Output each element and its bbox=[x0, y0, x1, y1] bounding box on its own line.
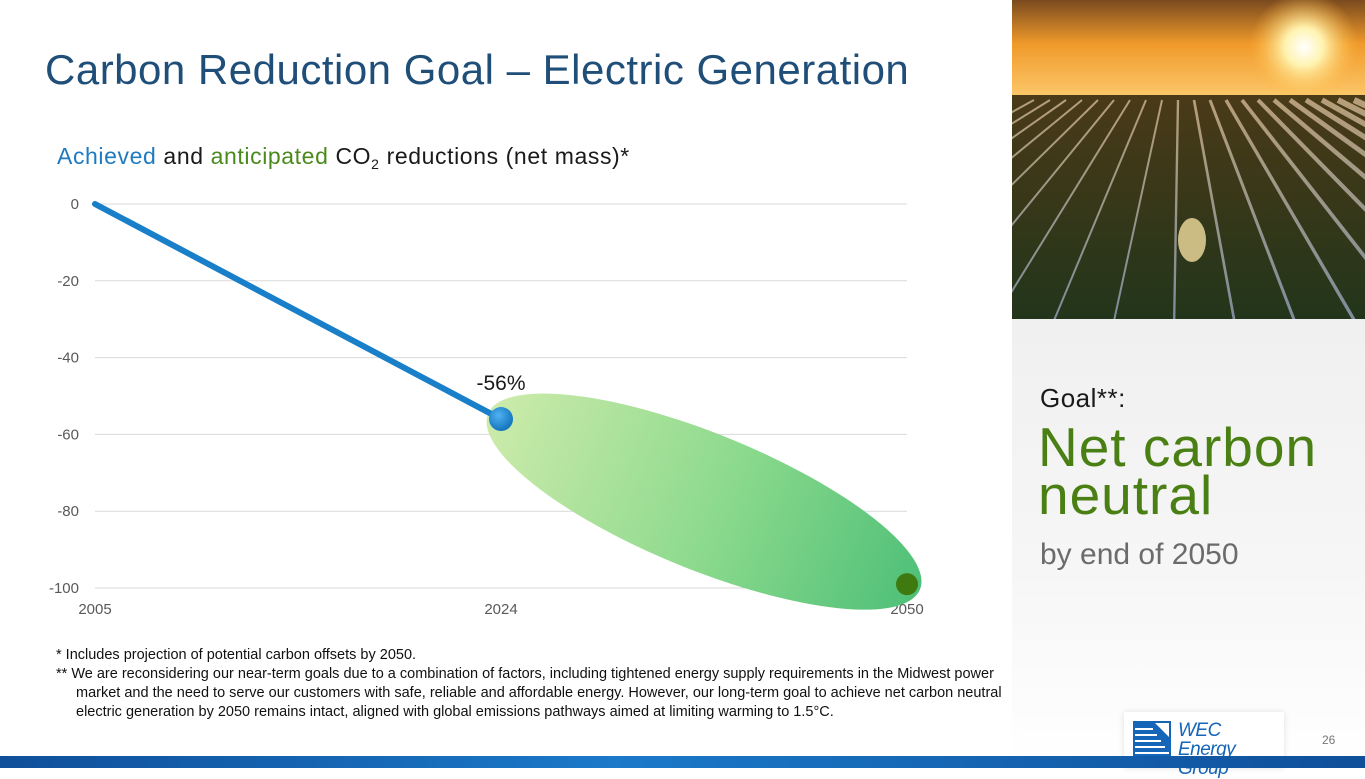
subtitle-co2-subscript: 2 bbox=[371, 156, 380, 172]
achieved-series-line bbox=[92, 201, 504, 423]
solar-farm-photo bbox=[1012, 0, 1365, 319]
x-tick-label: 2005 bbox=[78, 601, 111, 618]
data-label-2024: -56% bbox=[476, 372, 525, 395]
solar-panel-row bbox=[1224, 99, 1356, 319]
chart-gridlines bbox=[95, 203, 907, 589]
solar-panel-row bbox=[1208, 99, 1296, 319]
solar-panel-row bbox=[1173, 99, 1180, 319]
solar-panel-row bbox=[1192, 99, 1236, 319]
footnote-1: * Includes projection of potential carbo… bbox=[56, 647, 417, 663]
solar-panel-row bbox=[1288, 98, 1365, 158]
x-tick-label: 2024 bbox=[484, 601, 517, 618]
solar-panel-row bbox=[1256, 98, 1365, 212]
footnotes: * Includes projection of potential carbo… bbox=[56, 646, 1006, 722]
chart-subtitle: Achieved and anticipated CO2 reductions … bbox=[57, 143, 630, 172]
solar-panel-row bbox=[1240, 98, 1365, 261]
wec-logo-text: WEC Energy Group bbox=[1178, 721, 1284, 778]
solar-panel-row bbox=[1272, 98, 1365, 180]
chart-marks: -56% bbox=[92, 201, 922, 610]
y-axis-ticks: 0 -20 -40 -60 -80 -100 bbox=[49, 196, 79, 597]
y-tick-label: 0 bbox=[71, 196, 79, 213]
subtitle-co2: CO2 bbox=[335, 143, 380, 172]
goal-panel: Goal**: Net carbon neutral by end of 205… bbox=[1012, 319, 1365, 768]
anticipated-reduction-band bbox=[486, 393, 922, 610]
solar-panel-row bbox=[1053, 99, 1147, 319]
solar-panel-row bbox=[1012, 99, 1115, 227]
subtitle-co2-prefix: CO bbox=[335, 143, 372, 169]
y-tick-label: -80 bbox=[57, 503, 79, 520]
goal-label: Goal**: bbox=[1040, 383, 1126, 413]
goal-main: Net carbon neutral bbox=[1038, 416, 1318, 526]
subtitle-achieved: Achieved bbox=[57, 143, 157, 169]
bottom-bar bbox=[0, 756, 1365, 768]
subtitle-rest: reductions (net mass)* bbox=[386, 143, 630, 169]
y-tick-label: -100 bbox=[49, 580, 79, 597]
y-tick-label: -20 bbox=[57, 273, 79, 290]
goal-2050-point bbox=[896, 573, 918, 596]
solar-farm-illustration bbox=[1012, 0, 1365, 319]
footnote-2: ** We are reconsidering our near-term go… bbox=[56, 666, 1002, 720]
goal-sub: by end of 2050 bbox=[1040, 538, 1239, 571]
page-title: Carbon Reduction Goal – Electric Generat… bbox=[45, 46, 910, 93]
solar-panel-row bbox=[1113, 99, 1163, 319]
page-number: 26 bbox=[1322, 733, 1336, 747]
solar-panel-row bbox=[1012, 99, 1083, 159]
subtitle-anticipated: anticipated bbox=[210, 143, 329, 169]
solar-panel-row bbox=[1012, 99, 1131, 294]
wec-logo-icon bbox=[1133, 721, 1171, 759]
solar-panel-row bbox=[1012, 99, 1099, 186]
co2-reduction-chart: 0-20-40-60-80-100 2005 2024 2050 -56% bbox=[49, 196, 924, 618]
y-tick-label: -40 bbox=[57, 350, 79, 367]
y-tick-label: -60 bbox=[57, 426, 79, 443]
subtitle-and: and bbox=[163, 143, 204, 169]
achieved-2024-point bbox=[489, 407, 513, 432]
x-axis-ticks: 2005 2024 2050 bbox=[78, 601, 923, 618]
wec-logo-line1: WEC bbox=[1178, 720, 1221, 741]
